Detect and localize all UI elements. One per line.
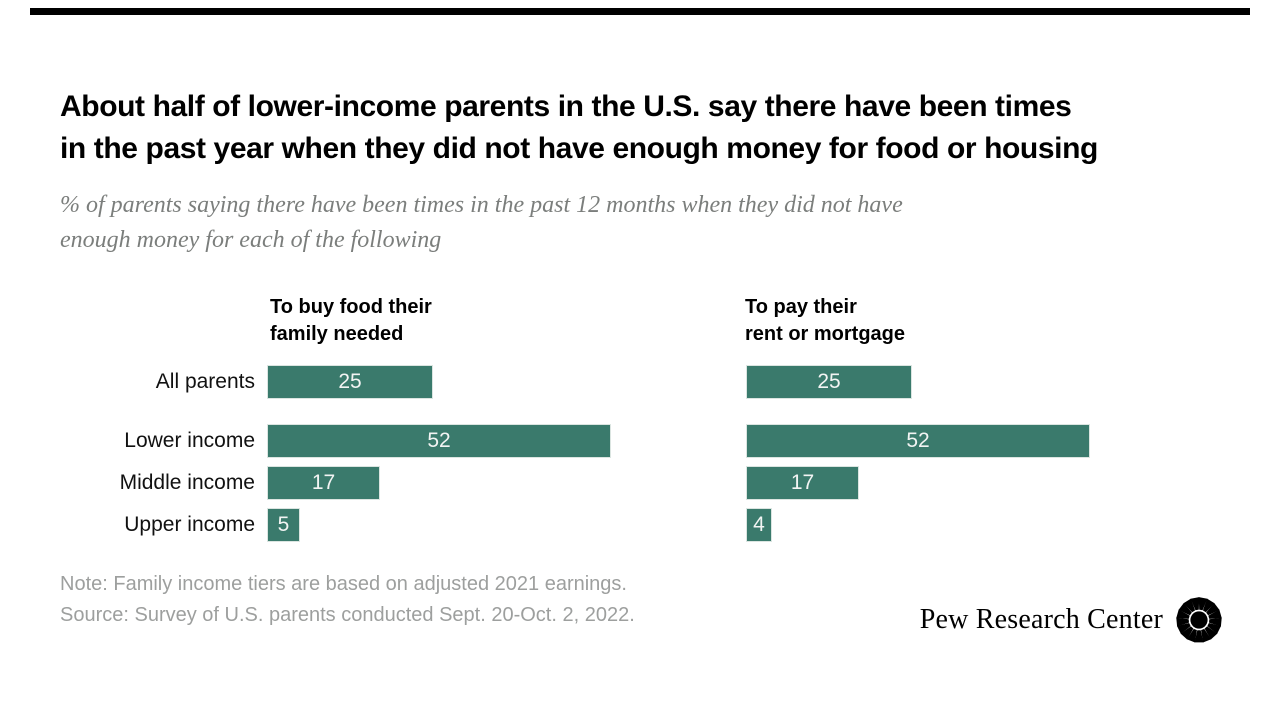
group-header-rent: To pay their rent or mortgage	[745, 296, 906, 345]
category-label: Middle income	[119, 471, 255, 494]
chart-subtitle: % of parents saying there have been time…	[60, 192, 903, 253]
category-label: Upper income	[124, 513, 255, 536]
top-rule	[30, 8, 1250, 15]
pew-starburst-icon	[1176, 597, 1222, 643]
note-line: Note: Family income tiers are based on a…	[60, 573, 627, 595]
bar: 17	[746, 466, 859, 500]
branding: Pew Research Center	[920, 594, 1222, 646]
chart-title: About half of lower-income parents in th…	[60, 90, 1098, 165]
bar: 25	[267, 365, 433, 399]
bar-value-label: 17	[311, 471, 336, 494]
bar: 52	[267, 424, 611, 458]
group-header-food: To buy food their family needed	[270, 296, 432, 345]
bar: 17	[267, 466, 380, 500]
bar: 4	[746, 508, 772, 542]
bar-value-label: 17	[790, 471, 815, 494]
pew-wordmark: Pew Research Center	[919, 604, 1163, 635]
bar: 52	[746, 424, 1090, 458]
bar-value-label: 25	[817, 370, 841, 393]
category-label: All parents	[155, 370, 255, 393]
bar: 5	[267, 508, 300, 542]
note-source-block: Note: Family income tiers are based on a…	[60, 569, 635, 631]
bar-value-label: 52	[906, 429, 930, 452]
bar: 25	[746, 365, 912, 399]
category-label: Lower income	[124, 429, 255, 452]
bar-value-label: 5	[277, 513, 290, 536]
source-line: Source: Survey of U.S. parents conducted…	[60, 604, 635, 626]
bar-value-label: 52	[427, 429, 451, 452]
bar-value-label: 25	[338, 370, 362, 393]
bar-value-label: 4	[753, 513, 765, 536]
